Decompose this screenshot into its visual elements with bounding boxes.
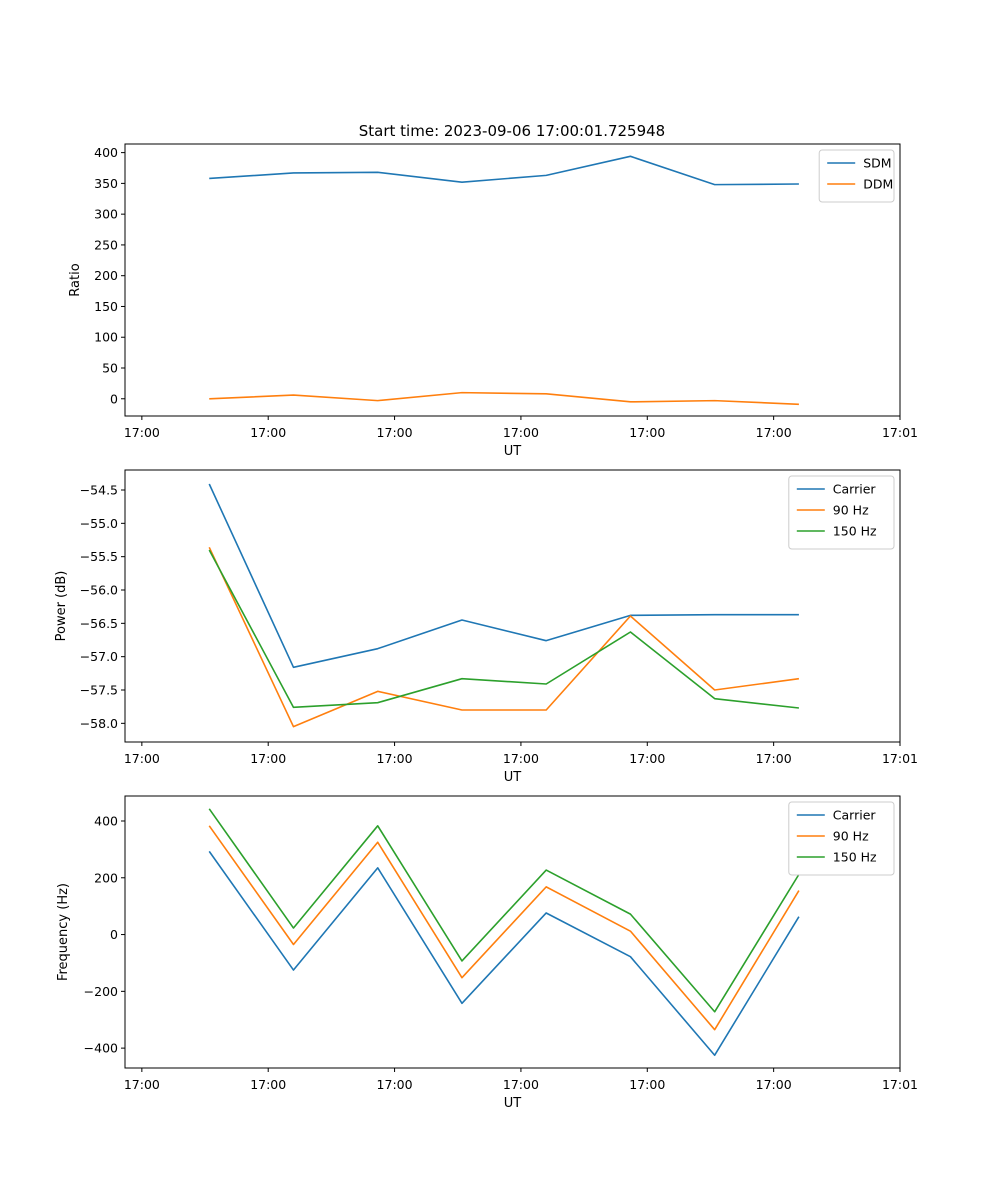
y-tick-label: 300 [94, 207, 118, 222]
legend-entry: 90 Hz [833, 503, 869, 518]
y-tick-label: 150 [94, 299, 118, 314]
plot-frame [124, 469, 901, 743]
y-tick-label: 200 [94, 870, 118, 885]
x-tick-label: 17:00 [250, 425, 286, 440]
y-tick-label: 50 [102, 361, 118, 376]
y-axis-label: Power (dB) [54, 571, 69, 642]
x-tick-label: 17:00 [250, 1077, 286, 1092]
x-tick-label: 17:00 [250, 751, 286, 766]
x-tick-label: 17:00 [756, 1077, 792, 1092]
legend-entry: 150 Hz [833, 524, 877, 539]
y-axis-label: Frequency (Hz) [56, 883, 71, 981]
legend-entry: 90 Hz [833, 829, 869, 844]
x-axis-label: UT [504, 1096, 522, 1111]
series-line-sdm [209, 155, 799, 186]
x-tick-label: 17:00 [503, 751, 539, 766]
y-tick-label: 250 [94, 237, 118, 252]
series-line-150-hz [208, 808, 800, 1013]
x-tick-label: 17:00 [629, 1077, 665, 1092]
series-line-150-hz [208, 549, 799, 709]
y-tick-label: −56.0 [80, 583, 118, 598]
series-line-90-hz [208, 546, 800, 728]
series-line-carrier [208, 483, 799, 669]
x-tick-label: 17:01 [882, 751, 918, 766]
y-tick-label: −54.5 [80, 483, 118, 498]
series-line-ddm [209, 391, 799, 406]
x-tick-label: 17:00 [503, 1077, 539, 1092]
x-tick-label: 17:01 [882, 425, 918, 440]
panel-ratio: 0 50 100 150 200 250 300 350 400 17:00 17:00 17:00 1… [68, 143, 918, 459]
y-tick-label: −200 [84, 984, 118, 999]
y-tick-label: −57.0 [80, 649, 118, 664]
x-tick-label: 17:00 [377, 425, 413, 440]
y-tick-label: −56.5 [80, 616, 118, 631]
plot-frame [124, 143, 901, 417]
y-tick-label: −58.0 [80, 716, 118, 731]
y-tick-label: 0 [110, 927, 118, 942]
x-tick-label: 17:00 [124, 1077, 160, 1092]
x-tick-label: 17:00 [756, 751, 792, 766]
y-tick-label: −57.5 [80, 683, 118, 698]
legend-entry: SDM [863, 156, 891, 171]
series-line-90-hz [208, 825, 800, 1031]
figure-title: Start time: 2023-09-06 17:00:01.725948 [359, 122, 665, 140]
panel-power: −58.0 −57.5 −57.0 −56.5 −56.0 −55.5 −55.0 −54.5… [54, 469, 918, 785]
x-tick-label: 17:00 [124, 425, 160, 440]
legend: SDM DDM [818, 149, 895, 203]
legend-entry: DDM [863, 177, 893, 192]
y-tick-label: −400 [84, 1041, 118, 1056]
x-tick-label: 17:00 [377, 1077, 413, 1092]
y-tick-label: 350 [94, 176, 118, 191]
y-tick-label: 400 [94, 813, 118, 828]
y-tick-label: −55.5 [80, 549, 118, 564]
y-tick-label: 200 [94, 268, 118, 283]
legend: Carrier 90 Hz 150 Hz [788, 801, 895, 876]
legend-entry: Carrier [833, 482, 877, 497]
x-axis-label: UT [504, 444, 522, 459]
x-tick-label: 17:00 [756, 425, 792, 440]
y-tick-label: 100 [94, 330, 118, 345]
y-tick-label: 400 [94, 145, 118, 160]
y-axis-label: Ratio [68, 263, 83, 296]
x-tick-label: 17:00 [629, 751, 665, 766]
x-tick-label: 17:01 [882, 1077, 918, 1092]
x-axis-label: UT [504, 770, 522, 785]
x-tick-label: 17:00 [377, 751, 413, 766]
x-tick-label: 17:00 [503, 425, 539, 440]
legend-entry: Carrier [833, 808, 877, 823]
legend: Carrier 90 Hz 150 Hz [788, 475, 895, 550]
plot-frame [124, 795, 901, 1069]
legend-entry: 150 Hz [833, 850, 877, 865]
x-tick-label: 17:00 [124, 751, 160, 766]
panel-frequency: −400 −200 0 200 400 17:00 17:00 17:00 17:00 17:00… [56, 795, 918, 1111]
series-line-carrier [208, 850, 800, 1057]
x-tick-label: 17:00 [629, 425, 665, 440]
y-tick-label: 0 [110, 391, 118, 406]
y-tick-label: −55.0 [80, 516, 118, 531]
